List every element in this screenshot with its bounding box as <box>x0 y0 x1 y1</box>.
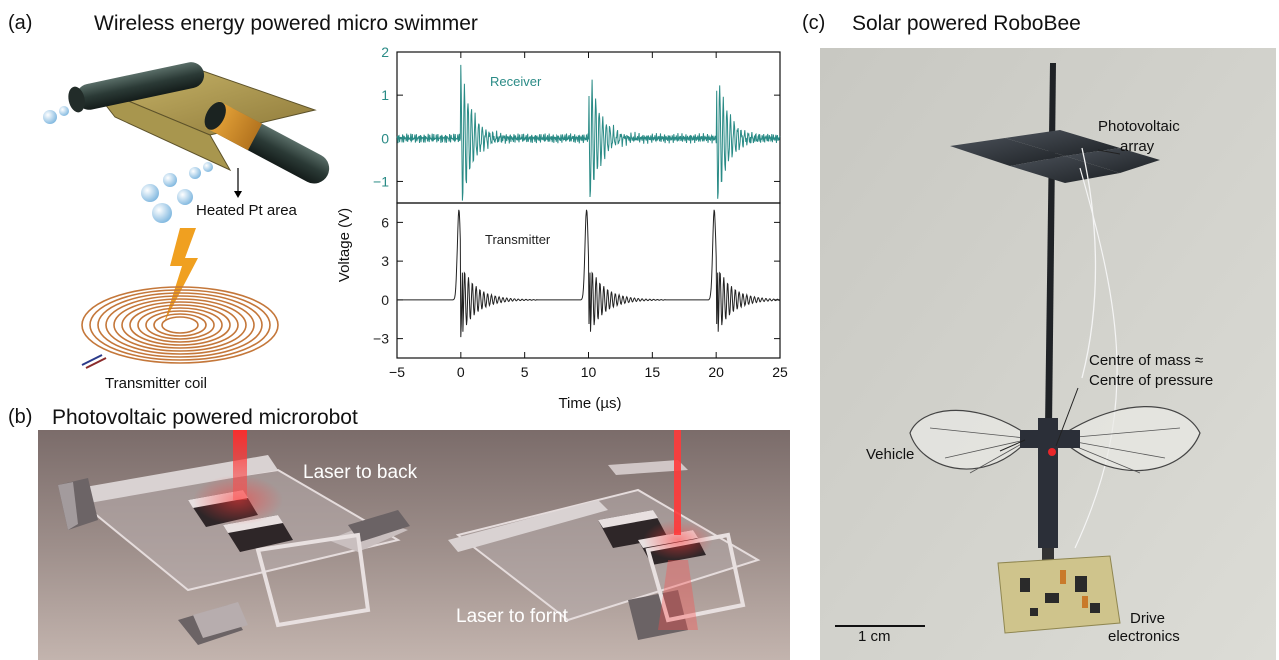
drive-electronics-label-2: electronics <box>1108 628 1180 645</box>
panel-b-letter: (b) <box>8 406 33 428</box>
centre-of-mass-label-1: Centre of mass ≈ <box>1089 352 1204 369</box>
series-line-transmitter <box>397 209 781 338</box>
voltage-chart: −1 0 1 2 Receiver −3 0 3 6 Transmitter −5 0 5 10 15 2… <box>336 44 788 412</box>
robobee-photo <box>820 48 1276 660</box>
panel-a-letter: (a) <box>8 12 33 34</box>
centre-of-mass-label-2: Centre of pressure <box>1089 372 1214 389</box>
y-tick-label: −1 <box>373 173 389 189</box>
vehicle-label: Vehicle <box>866 446 915 463</box>
y-tick-label: 3 <box>381 253 389 269</box>
y-tick-label: 0 <box>381 130 389 146</box>
series-label-receiver: Receiver <box>490 74 542 89</box>
panel-a-title: Wireless energy powered micro swimmer <box>94 12 478 35</box>
scale-bar-label: 1 cm <box>858 628 891 645</box>
photovoltaic-microrobot-image <box>38 430 790 660</box>
photovoltaic-array-label-1: Photovoltaic <box>1098 118 1180 135</box>
drive-electronics-label-1: Drive <box>1130 610 1166 627</box>
laser-to-front-label: Laser to fornt <box>456 606 568 627</box>
panel-c-title: Solar powered RoboBee <box>852 12 1081 35</box>
y-tick-label: −3 <box>373 331 389 347</box>
y-tick-label: 1 <box>381 87 389 103</box>
x-tick-label: 20 <box>708 364 724 380</box>
laser-to-back-label: Laser to back <box>303 462 418 483</box>
y-tick-label: 6 <box>381 214 389 230</box>
x-tick-label: 25 <box>772 364 788 380</box>
micro-swimmer-illustration <box>43 62 330 223</box>
series-line-receiver <box>396 64 781 201</box>
x-tick-label: −5 <box>389 364 405 380</box>
y-tick-label: 2 <box>381 44 389 60</box>
series-label-transmitter: Transmitter <box>485 232 551 247</box>
x-tick-label: 15 <box>645 364 661 380</box>
transmitter-coil-label: Transmitter coil <box>105 375 207 392</box>
photovoltaic-array-label-2: array <box>1120 138 1155 155</box>
chart-x-axis-label: Time (µs) <box>558 395 621 412</box>
x-tick-label: 0 <box>457 364 465 380</box>
y-tick-label: 0 <box>381 292 389 308</box>
transmitter-coil-illustration <box>81 286 279 369</box>
panel-b-title: Photovoltaic powered microrobot <box>52 406 358 429</box>
chart-y-axis-label: Voltage (V) <box>336 208 353 282</box>
x-tick-label: 5 <box>521 364 529 380</box>
heated-pt-label: Heated Pt area <box>196 202 297 219</box>
x-tick-label: 10 <box>581 364 597 380</box>
panel-c-letter: (c) <box>802 12 826 34</box>
